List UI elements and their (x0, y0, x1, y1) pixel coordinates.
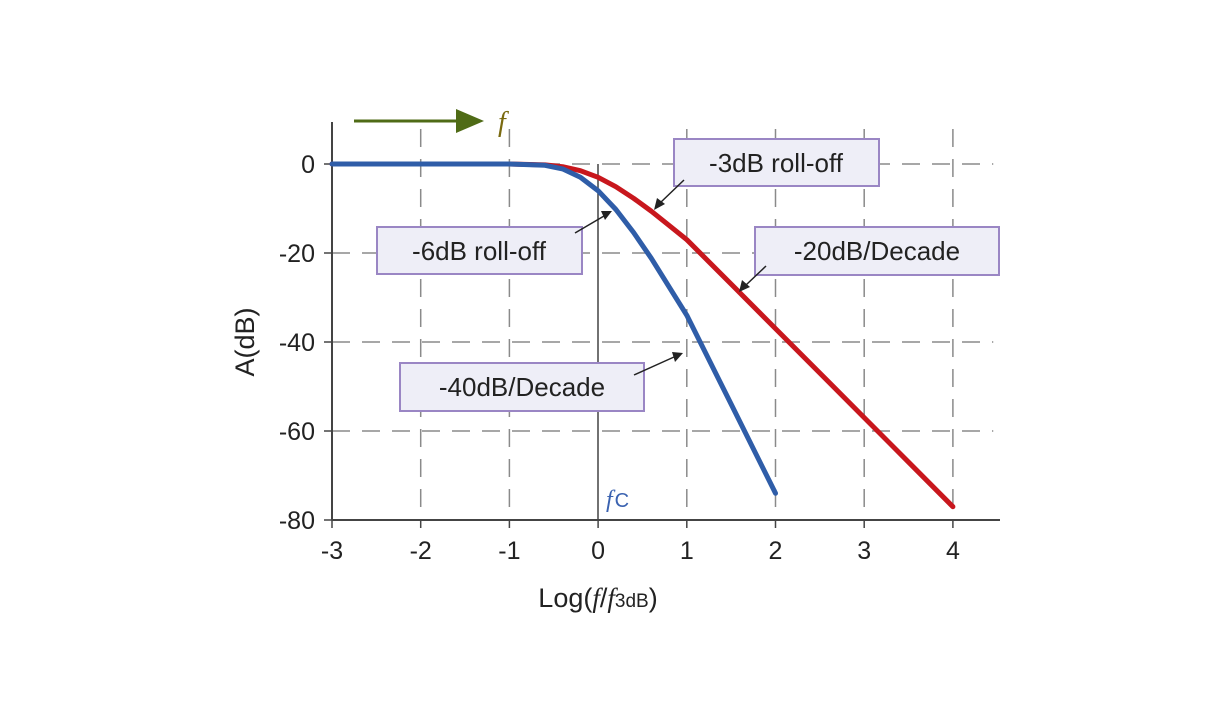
x-axis-label-f: f (592, 583, 603, 613)
axes (324, 122, 1000, 528)
annotation-3db-arrowhead (654, 198, 665, 210)
x-tick-label: 3 (857, 537, 871, 565)
y-tick-label: 0 (301, 151, 315, 179)
frequency-arrow-head (456, 109, 484, 133)
x-tick-labels: -3 -2 -1 0 1 2 3 4 (321, 537, 960, 565)
annotation-40db-box (399, 362, 645, 412)
annotation-40db-decade: -40dB/Decade (399, 352, 683, 412)
annotation-6db-text: -6dB roll-off (412, 236, 547, 266)
annotation-40db-text: -40dB/Decade (439, 372, 605, 402)
annotation-6db-box (376, 226, 583, 275)
y-tick-label: -80 (279, 507, 315, 535)
cutoff-label-f: f (606, 487, 616, 513)
annotation-6db-arrowhead (601, 211, 612, 220)
y-axis-label: A(dB) (230, 307, 260, 376)
x-axis-label: Log(f/f3dB) (538, 583, 657, 613)
annotation-20db-box (754, 226, 1000, 276)
x-axis-label-slash: / (600, 583, 608, 613)
grid (332, 128, 994, 520)
annotation-3db: -3dB roll-off (654, 138, 880, 210)
annotation-6db: -6dB roll-off (376, 211, 612, 275)
y-tick-label: -20 (279, 240, 315, 268)
y-tick-labels: 0 -20 -40 -60 -80 (279, 151, 315, 535)
x-tick-label: 1 (680, 537, 694, 565)
annotation-40db-leader (633, 356, 675, 376)
frequency-arrow: f (354, 107, 509, 138)
x-tick-label: 2 (769, 537, 783, 565)
x-tick-label: -3 (321, 537, 343, 565)
annotation-20db-leader (745, 265, 767, 286)
x-tick-label: 4 (946, 537, 960, 565)
annotation-40db-arrowhead (672, 352, 683, 362)
x-axis-label-close: ) (649, 583, 658, 613)
annotation-3db-leader (659, 179, 685, 204)
annotation-20db-decade: -20dB/Decade (739, 226, 1000, 292)
x-axis-label-main: Log( (538, 583, 592, 613)
annotation-20db-arrowhead (739, 280, 750, 292)
x-axis-label-sub: 3dB (615, 591, 649, 612)
annotation-3db-box (673, 138, 880, 187)
x-axis-label-f2: f (607, 583, 618, 613)
annotation-6db-leader (574, 215, 605, 234)
cutoff-label-sub: C (615, 490, 629, 512)
y-tick-label: -40 (279, 329, 315, 357)
x-tick-label: -2 (410, 537, 432, 565)
series-lines (329, 161, 956, 510)
x-tick-label: 0 (591, 537, 605, 565)
series-blue-line (329, 161, 778, 496)
annotation-20db-text: -20dB/Decade (794, 236, 960, 266)
annotation-3db-text: -3dB roll-off (709, 148, 844, 178)
series-red-line (329, 161, 956, 510)
y-tick-label: -60 (279, 418, 315, 446)
x-tick-label: -1 (498, 537, 520, 565)
frequency-arrow-label: f (498, 107, 509, 138)
